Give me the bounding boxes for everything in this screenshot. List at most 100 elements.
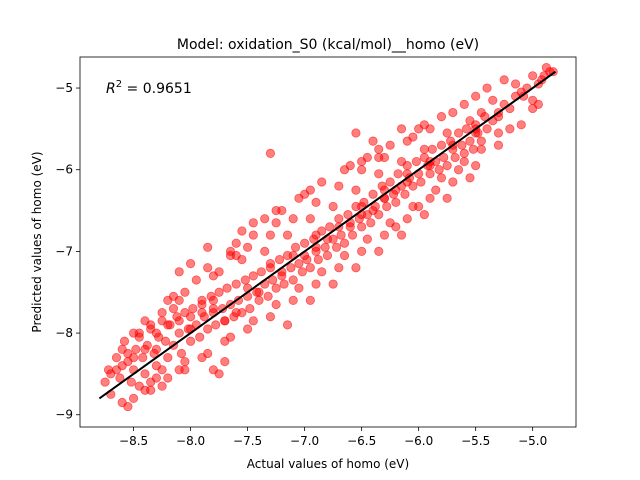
data-point-0-126: [461, 124, 472, 134]
data-point-0-151: [231, 308, 241, 318]
data-point-0-80: [331, 242, 342, 252]
data-point-0-4: [115, 373, 125, 383]
y-axis-label: Predicted values of homo (eV): [30, 151, 44, 332]
data-point-0-211: [231, 238, 241, 248]
data-point-0-298: [140, 316, 150, 326]
data-point-0-122: [450, 152, 460, 163]
data-point-0-224: [374, 152, 384, 163]
data-point-0-228: [414, 124, 424, 134]
data-point-0-133: [482, 124, 492, 134]
data-point-0-239: [282, 320, 293, 330]
data-point-0-102: [393, 169, 403, 179]
data-point-0-178: [357, 165, 367, 175]
data-point-0-113: [425, 169, 435, 179]
data-point-0-186: [243, 324, 253, 334]
data-point-0-189: [311, 279, 321, 289]
y-tick-label-2: −7: [55, 244, 73, 258]
data-point-0-8: [126, 377, 136, 387]
data-point-0-69: [300, 238, 310, 248]
data-point-0-234: [396, 124, 407, 134]
data-point-0-208: [180, 357, 190, 367]
data-point-0-283: [271, 299, 281, 310]
data-point-0-236: [277, 205, 287, 216]
data-point-0-175: [288, 214, 298, 224]
data-point-0-307: [419, 144, 429, 154]
x-tick-label-2: −7.5: [233, 434, 262, 448]
data-point-0-176: [311, 197, 321, 207]
data-point-0-32: [195, 332, 205, 342]
data-point-0-302: [305, 214, 315, 224]
data-point-0-45: [231, 279, 241, 289]
data-point-0-275: [453, 165, 464, 175]
data-point-0-93: [368, 189, 378, 199]
data-point-0-327: [186, 312, 196, 322]
chart-title: Model: oxidation_S0 (kcal/mol)__homo (eV…: [177, 37, 479, 53]
data-point-0-196: [471, 161, 481, 171]
data-point-0-235: [260, 214, 270, 224]
data-point-0-202: [134, 381, 144, 391]
data-point-0-287: [180, 365, 190, 375]
data-point-0-0: [100, 377, 110, 387]
data-point-0-299: [128, 328, 139, 338]
data-point-0-195: [448, 177, 458, 187]
data-point-0-150: [220, 316, 230, 326]
data-point-0-305: [374, 169, 384, 179]
x-tick-label-4: −6.5: [347, 434, 376, 448]
data-point-0-187: [265, 312, 276, 322]
data-point-0-242: [351, 263, 361, 273]
x-tick-label-3: −7.0: [290, 434, 319, 448]
data-point-0-51: [248, 271, 258, 281]
data-point-0-193: [402, 214, 412, 224]
data-point-0-39: [214, 287, 224, 297]
data-point-0-214: [186, 259, 196, 269]
y-tick-label-4: −5: [55, 81, 73, 95]
data-point-0-226: [408, 132, 418, 142]
data-point-0-116: [434, 165, 444, 175]
data-point-0-281: [317, 267, 327, 277]
data-point-0-225: [385, 140, 395, 150]
data-point-0-104: [400, 189, 410, 199]
data-point-0-203: [146, 385, 156, 395]
data-point-0-174: [265, 230, 276, 240]
data-point-0-173: [243, 242, 253, 252]
data-point-0-81: [334, 214, 344, 224]
data-point-0-123: [453, 128, 464, 138]
data-point-0-329: [208, 295, 219, 305]
data-point-0-216: [203, 242, 213, 252]
data-point-0-325: [163, 320, 173, 330]
data-point-0-300: [260, 246, 270, 256]
data-point-0-257: [248, 230, 258, 240]
data-point-0-240: [305, 295, 315, 305]
data-point-0-260: [436, 112, 447, 122]
data-point-0-328: [197, 308, 207, 318]
data-point-0-83: [339, 238, 350, 248]
data-point-0-264: [488, 95, 498, 105]
data-point-0-237: [294, 193, 304, 203]
data-point-0-297: [163, 295, 173, 305]
data-point-0-48: [240, 275, 250, 285]
data-point-0-108: [411, 156, 421, 167]
data-point-0-89: [357, 222, 367, 232]
data-point-0-201: [123, 401, 133, 412]
data-point-0-25: [174, 328, 184, 338]
data-point-0-110: [416, 177, 426, 187]
data-point-0-76: [320, 242, 330, 252]
data-point-0-182: [448, 107, 458, 118]
plot-frame: [79, 56, 577, 428]
r-squared-exponent: 2: [116, 79, 122, 90]
data-point-0-241: [328, 279, 338, 289]
data-point-0-160: [208, 303, 219, 314]
data-point-0-272: [476, 144, 486, 154]
r-squared-letter: R: [106, 81, 116, 97]
data-point-0-304: [351, 185, 361, 195]
x-tick-label-1: −8.0: [176, 434, 205, 448]
data-point-0-194: [425, 193, 435, 203]
data-point-0-82: [336, 230, 346, 240]
data-point-0-273: [459, 156, 469, 167]
data-point-0-10: [131, 344, 141, 355]
r-squared-annotation: R2 = 0.9651: [106, 79, 192, 97]
data-point-0-125: [459, 148, 469, 158]
data-point-0-128: [468, 144, 478, 154]
data-point-0-306: [396, 156, 407, 167]
data-point-0-205: [157, 365, 167, 375]
